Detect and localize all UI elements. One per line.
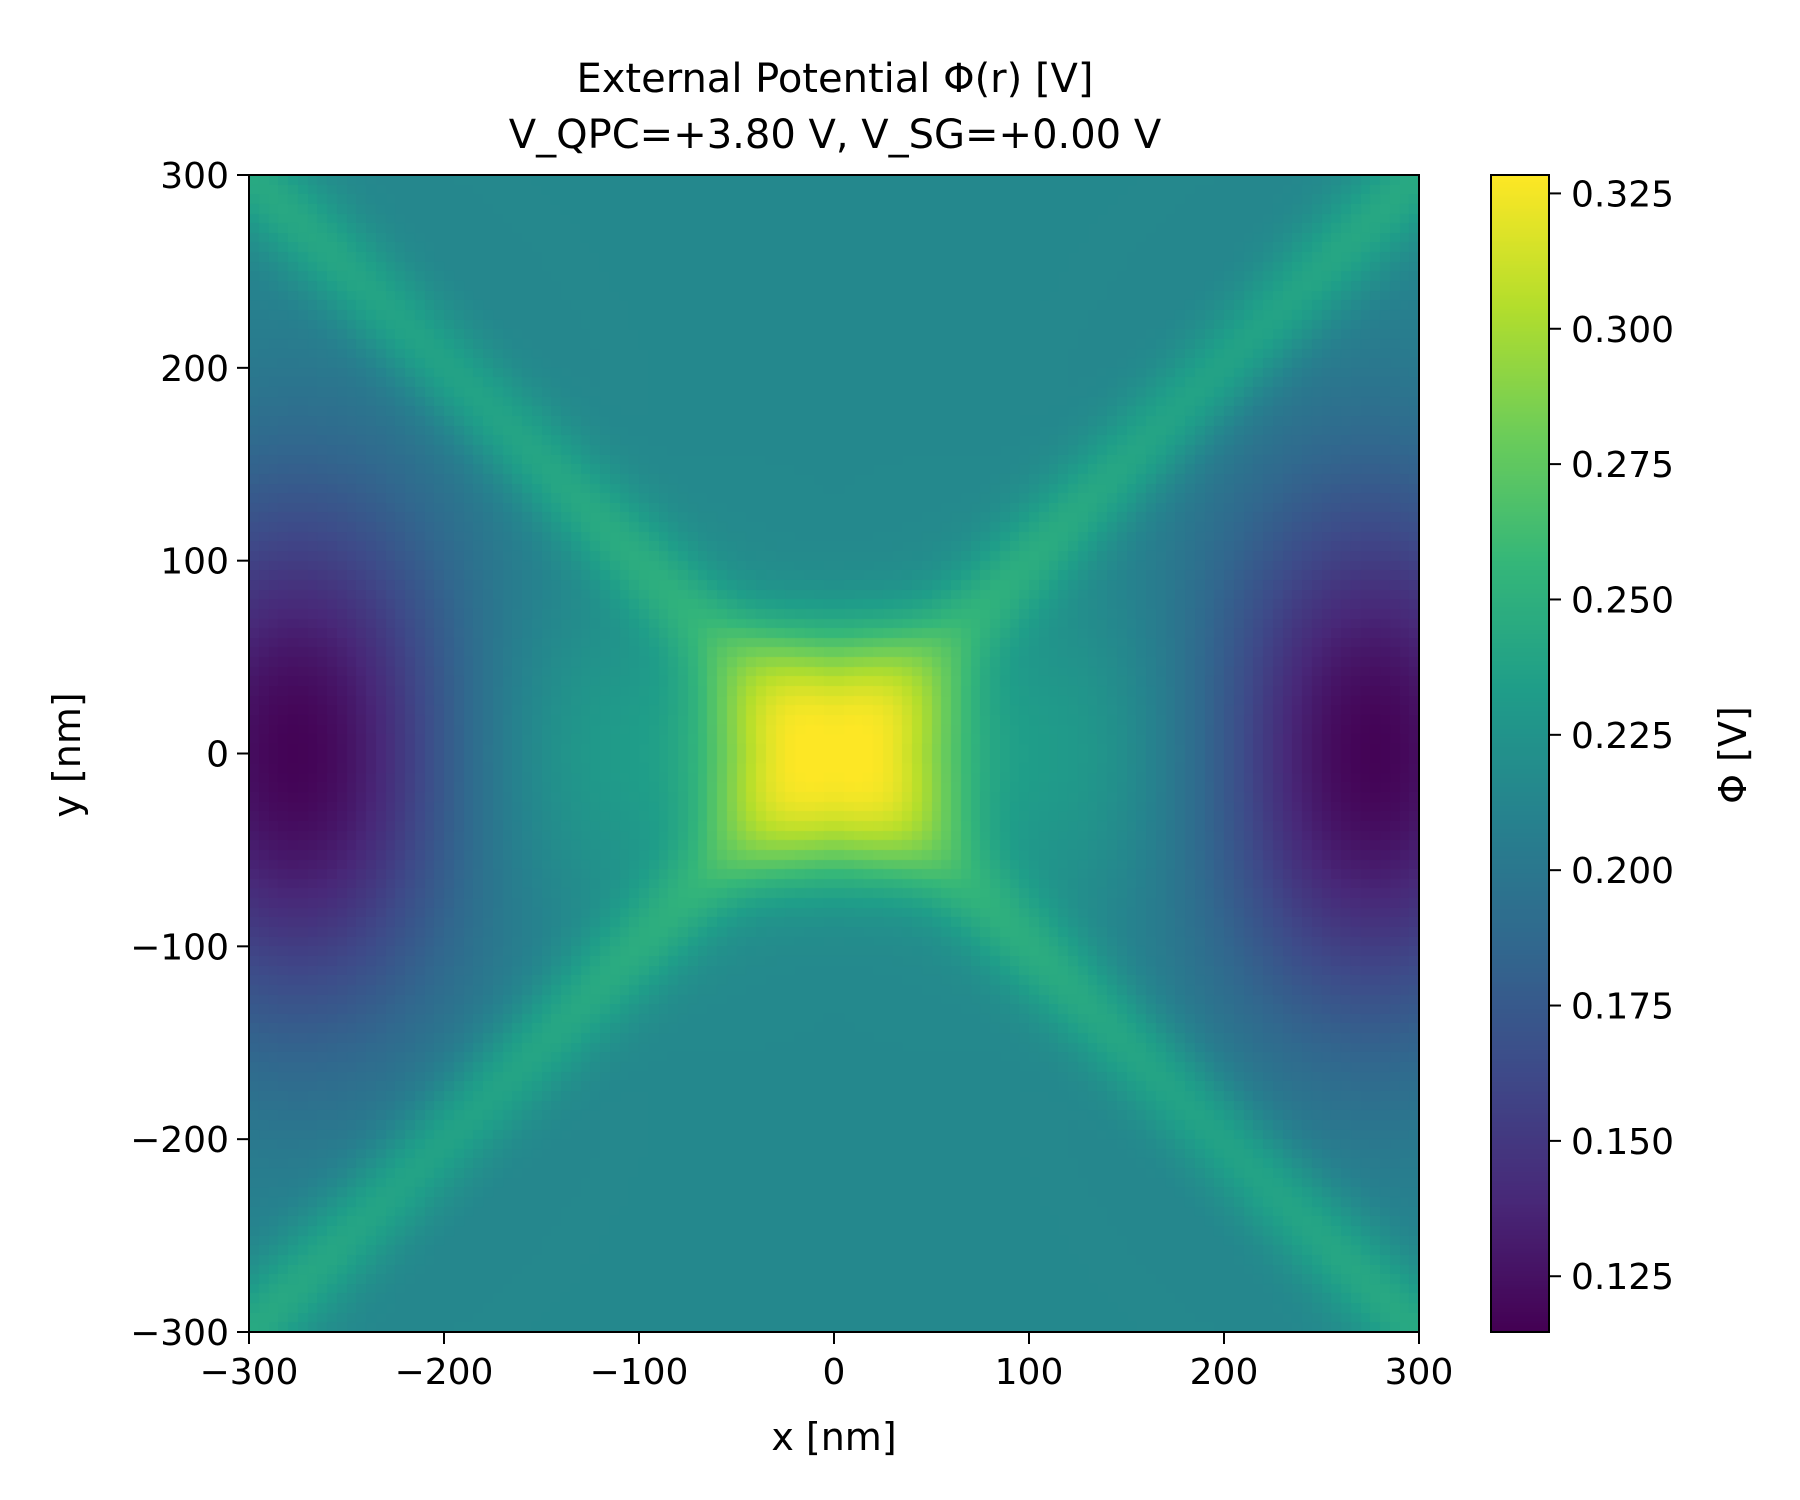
y-axis: 300 200 100 0 −100 −200 −300 <box>130 156 249 1354</box>
x-tick-label: 200 <box>1190 1352 1259 1393</box>
colorbar-tick-label: 0.175 <box>1571 987 1674 1028</box>
colorbar-frame <box>1490 174 1550 1333</box>
y-tick-label: −300 <box>130 1313 229 1354</box>
y-tick-label: 200 <box>160 349 229 390</box>
colorbar-tick-label: 0.225 <box>1571 716 1674 757</box>
colorbar-label: Φ [V] <box>1711 706 1755 804</box>
x-axis: −300 −200 −100 0 100 200 300 <box>200 1332 1454 1393</box>
x-tick-label: −100 <box>590 1352 689 1393</box>
heatmap-plot-area <box>248 174 1420 1333</box>
colorbar-tick-label: 0.250 <box>1571 580 1674 621</box>
y-tick-label: 300 <box>160 156 229 197</box>
colorbar-gradient <box>1491 175 1549 1332</box>
heatmap-image <box>249 175 1419 1332</box>
y-tick-label: 0 <box>206 735 229 776</box>
colorbar-tick-label: 0.300 <box>1571 310 1674 351</box>
colorbar: 0.125 0.150 0.175 0.200 0.225 0.250 0.275 0.300… <box>1490 174 1674 1333</box>
colorbar-ticks: 0.125 0.150 0.175 0.200 0.225 0.250 0.275 0.300… <box>1549 174 1674 1298</box>
x-tick-label: 300 <box>1385 1352 1454 1393</box>
x-tick-label: 0 <box>823 1352 846 1393</box>
colorbar-tick-label: 0.325 <box>1571 174 1674 215</box>
x-tick-label: −300 <box>200 1352 299 1393</box>
x-tick-label: −200 <box>395 1352 494 1393</box>
colorbar-tick-label: 0.125 <box>1571 1257 1674 1298</box>
y-tick-label: −100 <box>130 927 229 968</box>
chart-title-line2: V_QPC=+3.80 V, V_SG=+0.00 V <box>509 112 1162 158</box>
colorbar-tick-label: 0.200 <box>1571 851 1674 892</box>
y-axis-label: y [nm] <box>45 692 89 817</box>
x-tick-label: 100 <box>995 1352 1064 1393</box>
y-tick-label: −200 <box>130 1120 229 1161</box>
x-axis-label: x [nm] <box>771 1415 896 1459</box>
colorbar-tick-label: 0.150 <box>1571 1122 1674 1163</box>
colorbar-tick-label: 0.275 <box>1571 445 1674 486</box>
y-tick-label: 100 <box>160 542 229 583</box>
chart-title-line1: External Potential Φ(r) [V] <box>576 56 1093 102</box>
